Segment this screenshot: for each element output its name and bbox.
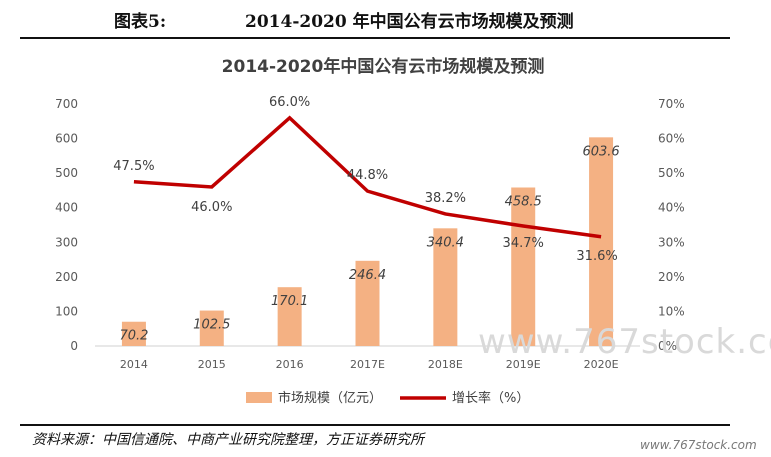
bar: [121, 321, 146, 346]
y-right-tick-label: 0%: [658, 339, 677, 353]
source-note: 资料来源：中国信通院、中商产业研究院整理，方正证券研究所: [32, 432, 424, 448]
y-left-tick-label: 700: [55, 97, 78, 111]
bar-value-label: 70.2: [119, 329, 148, 344]
y-left-tick-label: 200: [55, 270, 78, 284]
y-left-tick-label: 300: [55, 235, 78, 249]
bar-value-label: 603.6: [582, 144, 619, 159]
bar: [355, 260, 380, 346]
growth-value-label: 47.5%: [113, 159, 154, 174]
growth-value-label: 66.0%: [269, 95, 310, 110]
y-right-tick-label: 50%: [658, 166, 685, 180]
bar: [277, 287, 302, 346]
y-right-tick-label: 20%: [658, 270, 685, 284]
y-left-tick-label: 600: [55, 132, 78, 146]
y-left-tick-label: 0: [70, 339, 78, 353]
x-tick-label: 2016: [276, 358, 304, 371]
bar: [589, 137, 614, 346]
bar-value-label: 170.1: [271, 294, 308, 309]
growth-line: [133, 115, 602, 239]
legend-swatch-bar: [246, 392, 272, 403]
top-rule: [20, 37, 730, 39]
growth-value-label: 38.2%: [425, 191, 466, 206]
y-left-tick-label: 400: [55, 201, 78, 215]
x-tick-label: 2020E: [584, 358, 619, 371]
bar: [199, 310, 224, 346]
bar: [433, 228, 458, 346]
growth-value-label: 31.6%: [576, 249, 617, 264]
figure-label: 图表5:: [114, 12, 167, 32]
bar-value-label: 102.5: [193, 318, 230, 333]
legend-label-line: 增长率（%）: [452, 390, 529, 406]
bar-value-label: 340.4: [427, 235, 464, 250]
watermark-small: www.767stock.com: [640, 438, 757, 452]
figure-title: 2014-2020 年中国公有云市场规模及预测: [245, 12, 574, 32]
growth-value-label: 34.7%: [503, 236, 544, 251]
y-left-tick-label: 100: [55, 304, 78, 318]
bottom-rule: [20, 424, 730, 426]
y-right-tick-label: 40%: [658, 201, 685, 215]
watermark-large: www.767stock.co: [478, 322, 771, 362]
bar-value-label: 458.5: [505, 194, 542, 209]
x-tick-label: 2017E: [350, 358, 385, 371]
legend-label-bar: 市场规模（亿元）: [278, 390, 382, 406]
y-right-tick-label: 70%: [658, 97, 685, 111]
figure-caption: 图表5: 2014-2020 年中国公有云市场规模及预测: [0, 0, 771, 36]
x-tick-label: 2019E: [506, 358, 541, 371]
growth-value-label: 46.0%: [191, 200, 232, 215]
chart-title: 2014-2020年中国公有云市场规模及预测: [222, 56, 545, 77]
y-left-tick-label: 500: [55, 166, 78, 180]
bar-value-label: 246.4: [349, 268, 386, 283]
x-tick-label: 2014: [120, 358, 148, 371]
y-right-tick-label: 30%: [658, 235, 685, 249]
x-tick-label: 2018E: [428, 358, 463, 371]
x-tick-label: 2015: [198, 358, 226, 371]
bar: [511, 187, 536, 346]
y-right-tick-label: 10%: [658, 304, 685, 318]
y-right-tick-label: 60%: [658, 132, 685, 146]
growth-value-label: 44.8%: [347, 168, 388, 183]
